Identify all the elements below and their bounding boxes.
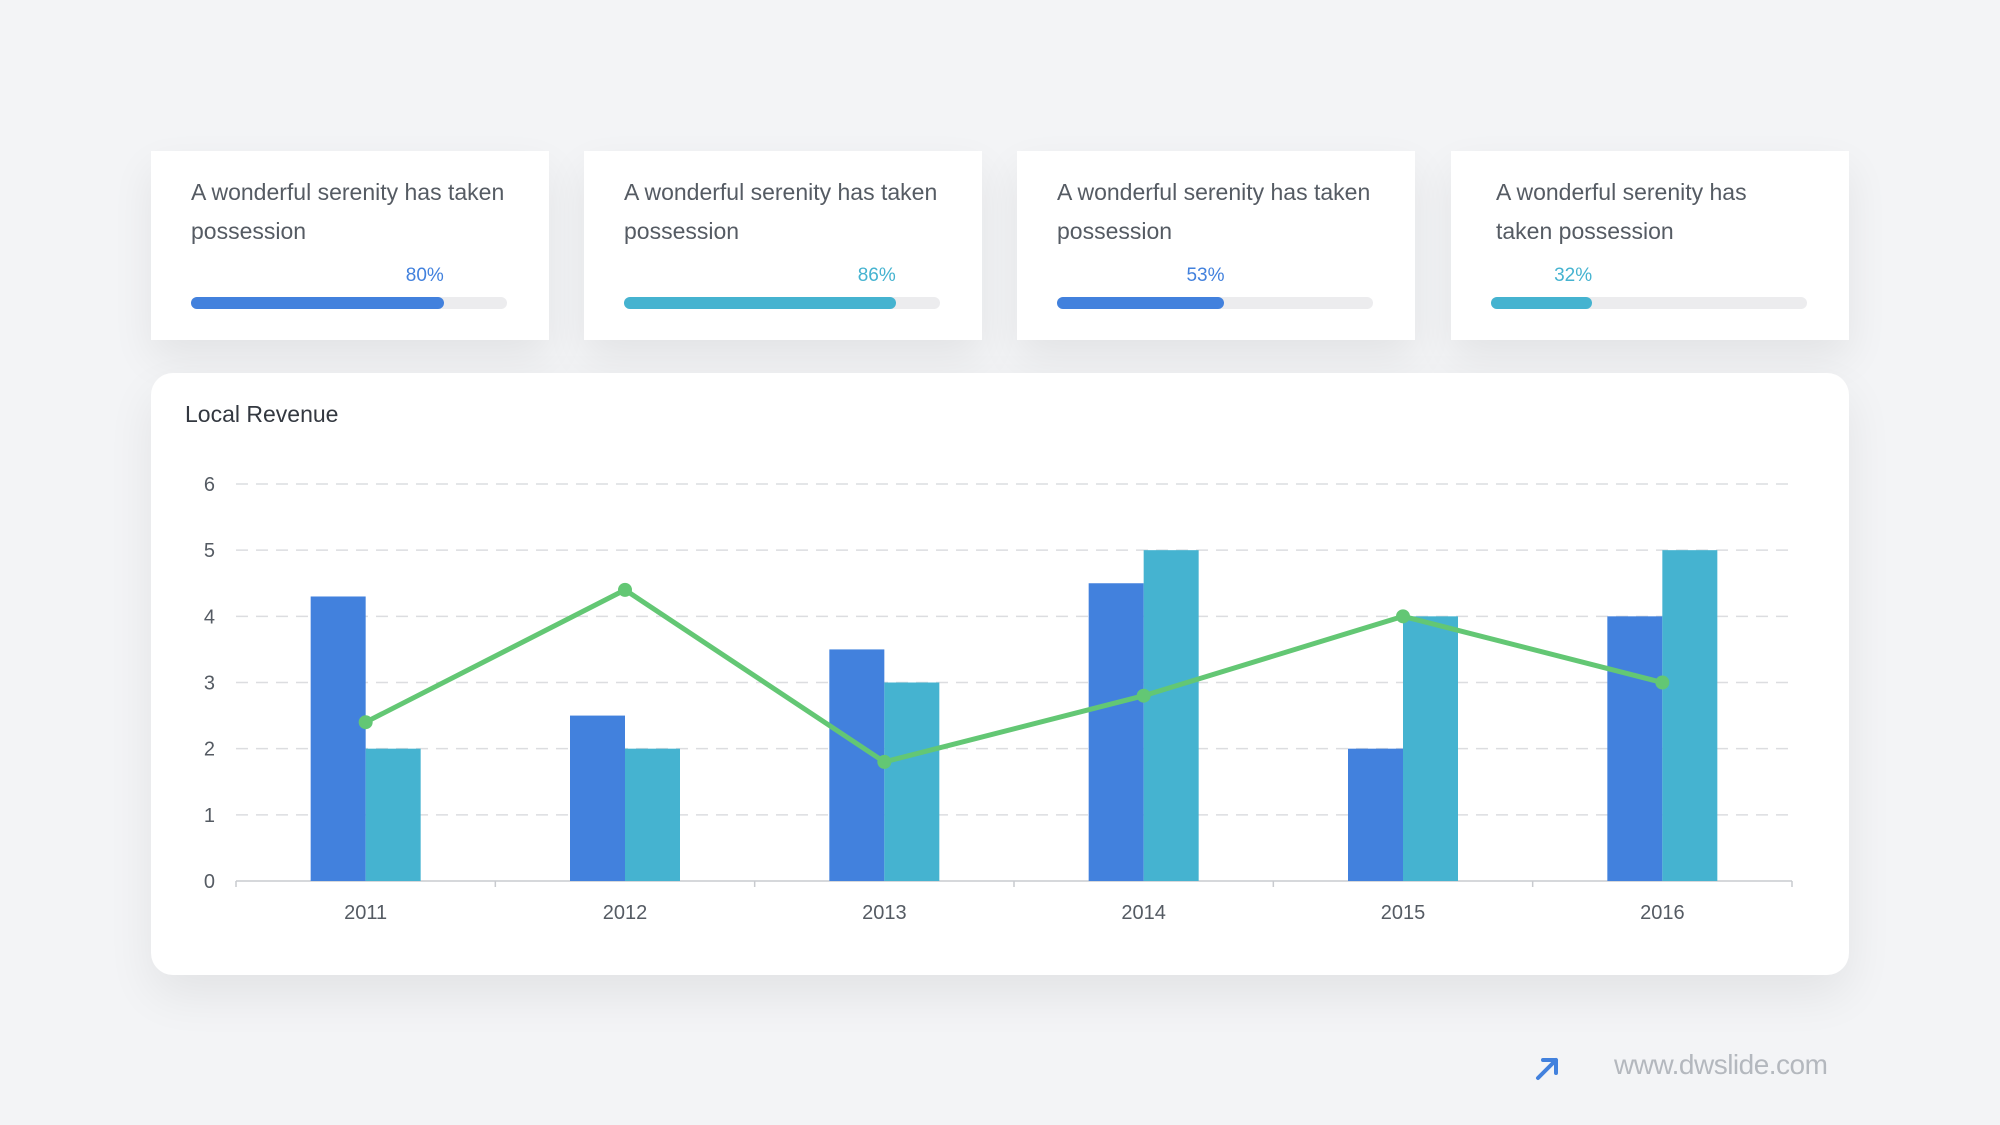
chart-title: Local Revenue xyxy=(185,401,339,427)
progress-fill xyxy=(191,297,444,309)
line-point xyxy=(1396,609,1410,624)
line-point xyxy=(1136,688,1151,703)
y-tick-label: 4 xyxy=(204,606,215,628)
card-percent-label: 80% xyxy=(405,265,444,286)
line-point xyxy=(877,754,892,769)
x-tick-label: 2016 xyxy=(1640,902,1685,924)
x-tick-label: 2013 xyxy=(862,902,907,924)
line-point xyxy=(1655,675,1670,690)
progress-track xyxy=(624,297,940,309)
progress-track xyxy=(1057,297,1373,309)
line-series xyxy=(364,587,1663,765)
kpi-card: A wonderful serenity has taken possessio… xyxy=(151,151,549,340)
card-text: A wonderful serenity has taken possessio… xyxy=(1496,179,1747,244)
progress-fill xyxy=(1057,297,1225,309)
y-tick-label: 0 xyxy=(204,871,215,893)
progress-track xyxy=(191,297,507,309)
bar-series-2 xyxy=(1403,616,1458,881)
bar-series-2 xyxy=(1143,550,1199,881)
kpi-card: A wonderful serenity has taken possessio… xyxy=(1451,151,1849,340)
bar-series-2 xyxy=(365,748,421,881)
y-tick-label: 3 xyxy=(204,673,215,695)
bar-series-1 xyxy=(1348,748,1403,881)
card-text: A wonderful serenity has taken possessio… xyxy=(1057,179,1371,244)
y-tick-label: 6 xyxy=(204,474,215,496)
arrow-up-right-icon xyxy=(1536,1058,1558,1080)
revenue-chart: 0 1 2 3 4 5 6 2011 2012 2013 2014 2015 2016 xyxy=(204,474,1793,924)
card-percent-label: 53% xyxy=(1186,265,1225,286)
footer-url[interactable]: www.dwslide.com xyxy=(1614,1049,1828,1080)
bar-series-1 xyxy=(1088,583,1144,881)
progress-fill xyxy=(624,297,896,309)
x-tick-label: 2012 xyxy=(603,902,648,924)
line-point xyxy=(618,582,632,597)
kpi-card: A wonderful serenity has taken possessio… xyxy=(1017,151,1415,340)
bar-series-2 xyxy=(625,748,680,881)
chart-panel: Local Revenue 0 1 2 3 4 5 6 2011 2012 2013 2014 201… xyxy=(151,373,1849,975)
card-text: A wonderful serenity has taken possessio… xyxy=(624,179,938,244)
x-tick-label: 2011 xyxy=(344,902,387,924)
progress-fill xyxy=(1491,297,1593,309)
card-percent-label: 86% xyxy=(857,265,896,286)
bar-series-1 xyxy=(310,596,366,881)
y-tick-label: 1 xyxy=(204,805,215,827)
bar-series-1 xyxy=(570,715,625,881)
bar-series-1 xyxy=(829,649,885,881)
x-tick-label: 2015 xyxy=(1381,902,1426,924)
x-tick-label: 2014 xyxy=(1121,902,1166,924)
bar-series-2 xyxy=(1662,550,1718,881)
bar-series-1 xyxy=(1607,616,1663,881)
card-text: A wonderful serenity has taken possessio… xyxy=(191,179,505,244)
kpi-card: A wonderful serenity has taken possessio… xyxy=(584,151,982,340)
y-tick-label: 2 xyxy=(204,739,215,761)
progress-track xyxy=(1491,297,1807,309)
card-percent-label: 32% xyxy=(1554,265,1593,286)
line-point xyxy=(358,715,373,730)
bar-series-2 xyxy=(884,682,940,881)
y-tick-label: 5 xyxy=(204,540,215,562)
